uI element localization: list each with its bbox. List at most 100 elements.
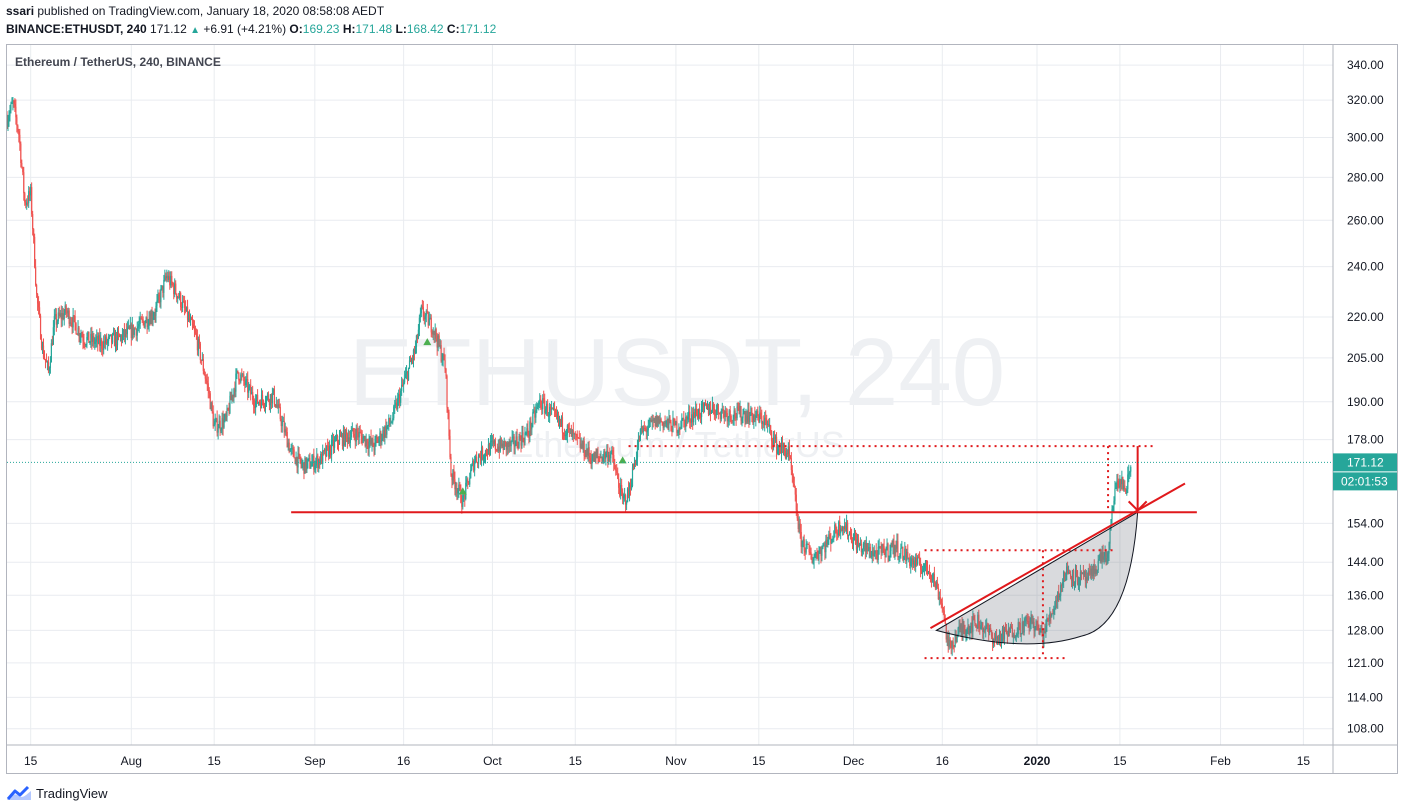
candle-body	[701, 403, 704, 405]
candle-body	[59, 313, 61, 316]
projection-arrow-head[interactable]	[1127, 500, 1148, 512]
candle-body	[1095, 569, 1097, 574]
candle-body	[1126, 489, 1128, 494]
candle-body	[14, 103, 16, 107]
candle-body	[297, 452, 299, 468]
candle-body	[87, 331, 89, 337]
candle-body	[68, 310, 70, 324]
candle-body	[479, 456, 482, 461]
candle-body	[482, 457, 485, 459]
candle-body	[676, 421, 678, 433]
candle-body	[839, 521, 841, 534]
candle-body	[605, 453, 607, 459]
candle-body	[874, 550, 876, 553]
candle-body	[844, 525, 846, 530]
candle-body	[175, 283, 177, 294]
candle-body	[823, 545, 825, 547]
candle-body	[215, 418, 217, 421]
candle-body	[426, 310, 428, 313]
candle-body	[1067, 572, 1070, 574]
y-tick-label: 144.00	[1347, 555, 1384, 569]
candle-body	[1007, 628, 1010, 636]
candle-body	[711, 404, 714, 412]
y-tick-label: 178.00	[1347, 433, 1384, 447]
candle-body	[875, 550, 877, 554]
candle-body	[18, 131, 20, 135]
candle-body	[1098, 559, 1100, 561]
candle-body	[750, 407, 752, 416]
rising-trendline[interactable]	[929, 482, 1186, 629]
candle-body	[928, 571, 931, 574]
candle-body	[665, 421, 667, 424]
candle-body	[476, 456, 478, 463]
drawings[interactable]	[291, 338, 1197, 660]
candle-body	[880, 548, 882, 553]
candle-body	[330, 440, 333, 456]
candle-body	[748, 409, 750, 423]
candle-body	[848, 532, 851, 536]
candle-body	[1021, 621, 1023, 634]
candle-body	[178, 296, 180, 298]
time-axis[interactable]: 15 Aug 15 Sep 16 Oct 15 Nov 15 Dec 16 2020 15 Feb 15	[24, 754, 1310, 768]
candle-body	[727, 417, 729, 422]
candle-body	[384, 426, 386, 438]
candle-body	[642, 427, 644, 432]
candle-body	[895, 545, 897, 549]
candle-body	[417, 329, 420, 339]
candle-body	[879, 546, 881, 549]
candle-body	[558, 419, 561, 422]
candle-body	[1025, 616, 1027, 619]
candle-body	[513, 436, 515, 447]
candle-body	[993, 638, 996, 640]
candle-body	[301, 463, 303, 465]
candle-body	[542, 398, 544, 410]
candle-body	[1122, 477, 1124, 490]
candle-body	[626, 488, 629, 503]
candle-body	[122, 329, 125, 335]
candle-body	[204, 375, 206, 379]
candle-body	[37, 303, 40, 308]
candle-body	[474, 461, 476, 471]
tradingview-brand[interactable]: TradingView	[36, 785, 108, 801]
candle-body	[837, 533, 839, 536]
rounding-bottom-arc[interactable]	[935, 511, 1139, 645]
candle-body	[1072, 569, 1075, 583]
candle-body	[351, 428, 353, 432]
candle-body	[75, 323, 77, 334]
candle-body	[1092, 564, 1094, 577]
candle-body	[33, 229, 35, 237]
footer[interactable]: TradingView	[6, 783, 108, 803]
chart-frame[interactable]: ETHUSDT, 240 Ethereum / TetherUS 340.00 3…	[6, 44, 1398, 774]
candle-body	[411, 359, 414, 361]
candle-body	[286, 431, 288, 448]
candle-body	[876, 553, 878, 560]
candle-body	[1026, 616, 1028, 621]
candle-body	[247, 379, 249, 393]
candle-body	[944, 619, 946, 624]
candle-body	[945, 623, 947, 640]
candle-body	[157, 295, 159, 301]
publisher-name[interactable]: ssari	[6, 4, 35, 18]
x-tick-label: 15	[1297, 754, 1311, 768]
candle-body	[806, 543, 808, 545]
candle-body	[943, 610, 945, 620]
candle-body	[115, 334, 118, 346]
candle-body	[809, 551, 811, 553]
candle-body	[1083, 571, 1085, 575]
chart[interactable]: ETHUSDT, 240 Ethereum / TetherUS 340.003…	[7, 45, 1397, 773]
candle-body	[830, 536, 832, 544]
candle-body	[552, 408, 555, 410]
candle-body	[793, 483, 795, 488]
candle-body	[657, 416, 659, 427]
candle-body	[404, 373, 407, 378]
candle-body	[478, 454, 481, 457]
price-axis[interactable]: 340.00 320.00 300.00 280.00 260.00 240.00 220.…	[1347, 58, 1384, 736]
candle-body	[340, 434, 343, 437]
candle-body	[392, 418, 394, 423]
watermark-symbol: ETHUSDT, 240	[349, 319, 1005, 426]
candle-body	[330, 445, 332, 456]
candle-body	[9, 110, 11, 117]
candle-body	[802, 539, 804, 541]
candle-body	[137, 326, 139, 329]
candle-body	[861, 548, 863, 553]
